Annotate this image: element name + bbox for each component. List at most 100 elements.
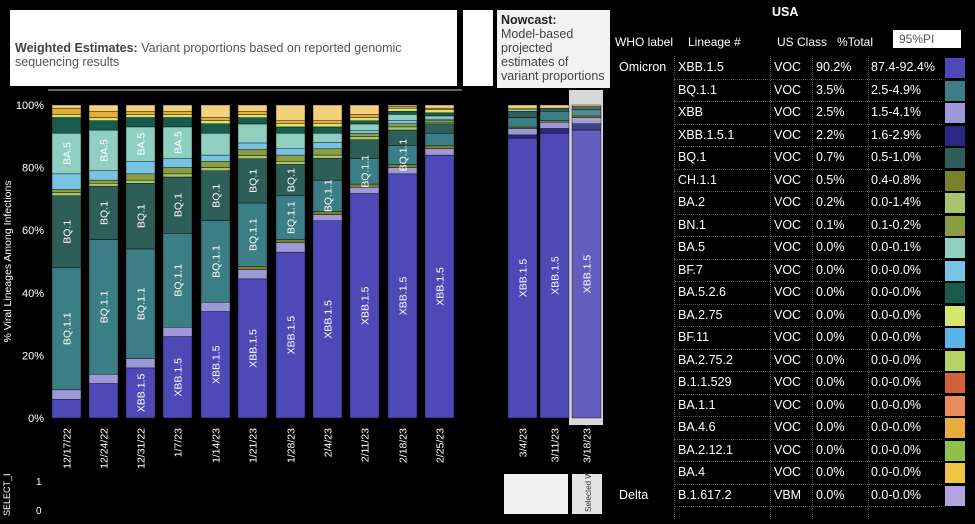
bar-12/31/22[interactable] (125, 104, 156, 419)
bar-segment-BA.5.2.6[interactable] (51, 117, 82, 134)
bar-segment-BA.4.6[interactable] (424, 107, 455, 110)
bar-segment-XBB.1.5[interactable] (51, 399, 82, 419)
bar-segment-BA.4.6[interactable] (237, 111, 268, 115)
bar-segment-XBB.1.5[interactable] (275, 251, 306, 419)
col-us-class[interactable]: US Class (777, 35, 828, 49)
lineage-color-swatch[interactable] (944, 282, 966, 304)
bar-segment-BA.5.2.6[interactable] (125, 117, 156, 128)
bar-segment-CH.1.1[interactable] (507, 126, 538, 129)
bar-segment-BN.1[interactable] (312, 148, 343, 156)
bar-segment-BQ.1[interactable] (200, 170, 231, 222)
lineage-color-swatch[interactable] (944, 372, 966, 394)
bar-segment-BA.4.6[interactable] (349, 114, 380, 118)
col-lineage[interactable]: Lineage # (688, 35, 741, 49)
bar-segment-BA.2[interactable] (312, 154, 343, 159)
lineage-color-swatch[interactable] (944, 79, 966, 102)
bar-segment-BQ.1.1[interactable] (424, 132, 455, 146)
bar-segment-XBB.1.5[interactable] (349, 193, 380, 419)
bar-segment-BQ.1[interactable] (424, 123, 455, 134)
bar-segment-BQ.1.1[interactable] (125, 248, 156, 359)
bar-segment-BA.2[interactable] (275, 161, 306, 165)
select-bar-control[interactable]: SELECT_BAR_... (0, 445, 14, 519)
lineage-color-swatch[interactable] (944, 259, 966, 282)
bar-1/28/23[interactable] (275, 104, 306, 419)
bar-segment-Other[interactable] (424, 104, 455, 109)
bar-segment-BN.1[interactable] (125, 173, 156, 181)
bar-segment-XBB[interactable] (237, 269, 268, 280)
bar-segment-BA.2.75[interactable] (200, 120, 231, 124)
bar-segment-BA.4.6[interactable] (275, 120, 306, 124)
bar-segment-XBB.1.5[interactable] (424, 154, 455, 419)
bar-segment-BQ.1.1[interactable] (162, 233, 193, 328)
lineage-color-swatch[interactable] (944, 439, 966, 462)
bar-2/4/23[interactable] (312, 104, 343, 419)
bar-segment-BA.2[interactable] (387, 126, 418, 131)
bar-segment-BQ.1.1[interactable] (275, 195, 306, 240)
bar-segment-XBB.1.5[interactable] (312, 220, 343, 419)
lineage-color-swatch[interactable] (944, 349, 966, 372)
bar-segment-BA.5[interactable] (312, 132, 343, 143)
bar-segment-BF.7[interactable] (88, 170, 119, 181)
bar-segment-BA.4.6[interactable] (51, 107, 82, 115)
bar-segment-BF.7[interactable] (162, 158, 193, 168)
bar-segment-Other[interactable] (51, 104, 82, 109)
bar-segment-XBB.1.5[interactable] (571, 129, 602, 419)
bar-segment-XBB[interactable] (51, 389, 82, 400)
bar-segment-BN.1[interactable] (88, 179, 119, 184)
bar-segment-Other[interactable] (162, 104, 193, 112)
bar-segment-BQ.1[interactable] (275, 164, 306, 196)
bar-segment-BQ.1.1[interactable] (571, 109, 602, 117)
bar-segment-Other[interactable] (275, 104, 306, 121)
bar-segment-BA.4.6[interactable] (387, 106, 418, 109)
bar-segment-BA.5[interactable] (275, 132, 306, 150)
lineage-color-swatch[interactable] (944, 214, 966, 237)
bar-segment-BA.5[interactable] (51, 132, 82, 175)
bar-segment-BA.2.75[interactable] (349, 117, 380, 122)
bar-segment-BN.1[interactable] (387, 123, 418, 128)
bar-segment-BA.5.2.6[interactable] (162, 117, 193, 128)
bar-segment-Other[interactable] (88, 104, 119, 112)
bar-segment-BA.2.75[interactable] (387, 107, 418, 112)
bar-segment-BA.2.75[interactable] (51, 114, 82, 118)
bar-segment-BQ.1[interactable] (571, 106, 602, 110)
bar-segment-XBB[interactable] (312, 214, 343, 222)
bar-segment-BQ.1[interactable] (162, 176, 193, 234)
bar-segment-BQ.1.1[interactable] (539, 111, 570, 121)
lineage-color-swatch[interactable] (944, 394, 966, 417)
bar-segment-CH.1.1[interactable] (237, 266, 268, 270)
lineage-color-swatch[interactable] (944, 147, 966, 169)
bar-segment-BQ.1.1[interactable] (507, 117, 538, 128)
bar-segment-BF.7[interactable] (200, 154, 231, 162)
bar-segment-BQ.1[interactable] (88, 186, 119, 240)
bar-segment-BA.2[interactable] (162, 173, 193, 178)
bar-segment-BA.2[interactable] (237, 155, 268, 159)
bar-segment-Other[interactable] (539, 104, 570, 109)
bar-segment-BN.1[interactable] (349, 133, 380, 137)
bar-segment-Other[interactable] (237, 104, 268, 112)
bar-segment-BA.2[interactable] (200, 167, 231, 171)
bar-segment-BQ.1[interactable] (51, 195, 82, 268)
bar-segment-XBB[interactable] (275, 242, 306, 253)
bar-1/21/23[interactable] (237, 104, 268, 419)
bar-segment-BA.5[interactable] (237, 123, 268, 144)
lineage-color-swatch[interactable] (944, 304, 966, 327)
bar-segment-BA.5.2.6[interactable] (200, 123, 231, 134)
bar-segment-XBB.1.5[interactable] (237, 278, 268, 419)
lineage-color-swatch[interactable] (944, 169, 966, 192)
bar-segment-XBB[interactable] (88, 373, 119, 384)
bar-segment-BA.5.2.6[interactable] (387, 111, 418, 115)
bar-segment-BF.7[interactable] (125, 161, 156, 175)
bar-segment-XBB.1.5[interactable] (200, 311, 231, 419)
bar-12/24/22[interactable] (88, 104, 119, 419)
bar-segment-BA.5[interactable] (162, 126, 193, 159)
bar-segment-BQ.1[interactable] (312, 158, 343, 181)
bar-segment-BF.7[interactable] (51, 173, 82, 190)
bar-segment-XBB.1.5[interactable] (539, 132, 570, 419)
lineage-color-swatch[interactable] (944, 124, 966, 147)
bar-segment-BA.5.2.6[interactable] (275, 126, 306, 134)
bar-segment-Other[interactable] (349, 104, 380, 115)
bar-1/14/23[interactable] (200, 104, 231, 419)
lineage-color-swatch[interactable] (944, 192, 966, 214)
bar-segment-BN.1[interactable] (424, 120, 455, 123)
bar-segment-XBB.1.5[interactable] (125, 367, 156, 419)
